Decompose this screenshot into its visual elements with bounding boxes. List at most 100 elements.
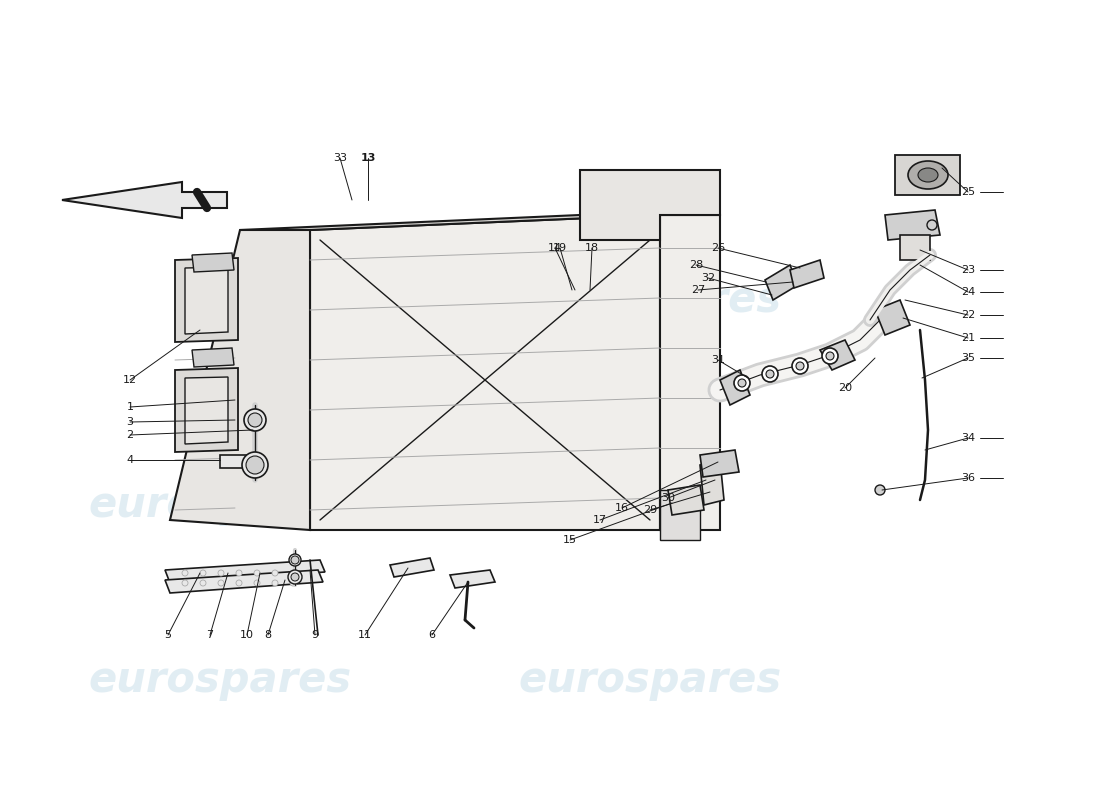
Text: 28: 28 [689, 260, 703, 270]
Text: 13: 13 [361, 153, 376, 163]
Circle shape [762, 366, 778, 382]
Text: 4: 4 [126, 455, 133, 465]
Text: 12: 12 [123, 375, 138, 385]
Text: 3: 3 [126, 417, 133, 427]
Polygon shape [192, 253, 234, 272]
Ellipse shape [918, 168, 938, 182]
Text: 19: 19 [553, 243, 568, 253]
Circle shape [272, 570, 278, 576]
Text: eurospares: eurospares [88, 484, 352, 526]
Polygon shape [185, 377, 228, 444]
Polygon shape [580, 170, 720, 240]
Polygon shape [720, 370, 750, 405]
Circle shape [822, 348, 838, 364]
Circle shape [292, 573, 299, 581]
Circle shape [738, 379, 746, 387]
Text: 20: 20 [838, 383, 853, 393]
Circle shape [766, 370, 774, 378]
Text: 2: 2 [126, 430, 133, 440]
Text: 14: 14 [548, 243, 562, 253]
Circle shape [254, 570, 260, 576]
Polygon shape [450, 570, 495, 588]
Text: 21: 21 [961, 333, 975, 343]
Circle shape [200, 580, 206, 586]
Circle shape [826, 352, 834, 360]
Circle shape [288, 570, 302, 584]
Text: 7: 7 [207, 630, 213, 640]
Circle shape [182, 570, 188, 576]
Polygon shape [175, 258, 238, 342]
Text: 26: 26 [711, 243, 725, 253]
Text: eurospares: eurospares [518, 659, 782, 701]
Text: 24: 24 [961, 287, 975, 297]
Circle shape [874, 485, 886, 495]
Text: 6: 6 [429, 630, 436, 640]
Text: 30: 30 [661, 493, 675, 503]
Ellipse shape [908, 161, 948, 189]
Text: 34: 34 [961, 433, 975, 443]
Polygon shape [185, 267, 228, 334]
Text: 35: 35 [961, 353, 975, 363]
Polygon shape [886, 210, 940, 240]
Circle shape [796, 362, 804, 370]
Circle shape [236, 580, 242, 586]
Polygon shape [900, 235, 930, 260]
Polygon shape [895, 155, 960, 195]
Polygon shape [165, 570, 323, 593]
Text: eurospares: eurospares [88, 659, 352, 701]
Circle shape [290, 580, 296, 586]
Text: 18: 18 [585, 243, 600, 253]
Circle shape [242, 452, 268, 478]
Polygon shape [668, 485, 704, 515]
Text: eurospares: eurospares [518, 279, 782, 321]
Circle shape [927, 220, 937, 230]
Polygon shape [62, 182, 227, 218]
Text: 10: 10 [240, 630, 254, 640]
Text: 25: 25 [961, 187, 975, 197]
Text: 1: 1 [126, 402, 133, 412]
Circle shape [792, 358, 808, 374]
Circle shape [236, 570, 242, 576]
Text: 11: 11 [358, 630, 372, 640]
Polygon shape [170, 230, 310, 530]
Polygon shape [660, 215, 720, 530]
Polygon shape [165, 560, 324, 583]
Text: 36: 36 [961, 473, 975, 483]
Polygon shape [220, 455, 255, 468]
Polygon shape [700, 460, 724, 505]
Polygon shape [192, 348, 234, 367]
Circle shape [292, 556, 299, 564]
Polygon shape [660, 490, 700, 540]
Polygon shape [240, 215, 660, 230]
Text: 22: 22 [961, 310, 975, 320]
Circle shape [272, 580, 278, 586]
Text: 15: 15 [563, 535, 578, 545]
Polygon shape [310, 215, 660, 530]
Polygon shape [820, 340, 855, 370]
Circle shape [244, 409, 266, 431]
Polygon shape [764, 265, 798, 300]
Text: 9: 9 [311, 630, 319, 640]
Circle shape [290, 570, 296, 576]
Circle shape [182, 580, 188, 586]
Polygon shape [390, 558, 435, 577]
Text: 17: 17 [593, 515, 607, 525]
Text: 31: 31 [711, 355, 725, 365]
Text: 27: 27 [691, 285, 705, 295]
Circle shape [289, 554, 301, 566]
Circle shape [218, 580, 224, 586]
Circle shape [218, 570, 224, 576]
Text: 5: 5 [165, 630, 172, 640]
Circle shape [254, 580, 260, 586]
Text: 16: 16 [615, 503, 629, 513]
Circle shape [246, 456, 264, 474]
Polygon shape [175, 368, 238, 452]
Text: 8: 8 [264, 630, 272, 640]
Text: 23: 23 [961, 265, 975, 275]
Polygon shape [874, 300, 910, 335]
Circle shape [200, 570, 206, 576]
Text: 29: 29 [642, 505, 657, 515]
Polygon shape [790, 260, 824, 288]
Circle shape [734, 375, 750, 391]
Text: 32: 32 [701, 273, 715, 283]
